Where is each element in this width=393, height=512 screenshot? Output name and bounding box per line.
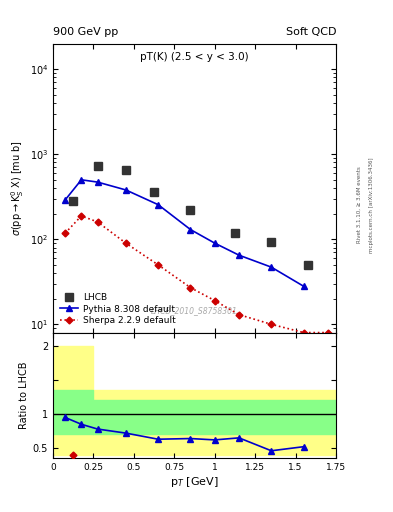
Pythia 8.308 default [79,177,84,183]
LHCB [188,207,193,213]
LHCB [305,262,310,268]
Pythia 8.308 default [123,187,128,193]
Sherpa 2.2.9 default [212,297,217,304]
LHCB [152,189,156,195]
Pythia 8.308 default [269,264,274,270]
Y-axis label: Ratio to LHCB: Ratio to LHCB [18,361,29,429]
Line: LHCB: LHCB [70,162,312,269]
Pythia 8.308 default [237,252,241,258]
Pythia 8.308 default [301,283,306,289]
Sherpa 2.2.9 default [123,240,128,246]
Text: LHCB_2010_S8758301: LHCB_2010_S8758301 [151,306,238,315]
Sherpa 2.2.9 default [269,321,274,327]
Text: pT(K) (2.5 < y < 3.0): pT(K) (2.5 < y < 3.0) [140,52,249,62]
Sherpa 2.2.9 default [237,312,241,318]
Text: Rivet 3.1.10, ≥ 3.6M events: Rivet 3.1.10, ≥ 3.6M events [357,166,362,243]
Line: Pythia 8.308 default: Pythia 8.308 default [62,177,307,289]
Pythia 8.308 default [156,202,160,208]
Sherpa 2.2.9 default [156,262,160,268]
LHCB [95,163,100,169]
Sherpa 2.2.9 default [301,330,306,336]
Sherpa 2.2.9 default [188,285,193,291]
Text: mcplots.cern.ch [arXiv:1306.3436]: mcplots.cern.ch [arXiv:1306.3436] [369,157,374,252]
Line: Sherpa 2.2.9 default: Sherpa 2.2.9 default [63,214,331,335]
Text: 900 GeV pp: 900 GeV pp [53,27,118,37]
Pythia 8.308 default [95,179,100,185]
Sherpa 2.2.9 default [63,230,68,236]
LHCB [71,198,75,204]
Sherpa 2.2.9 default [79,213,84,219]
Pythia 8.308 default [188,226,193,232]
Y-axis label: $\sigma$(pp$\rightarrow$K$^0_S$ X) [mu b]: $\sigma$(pp$\rightarrow$K$^0_S$ X) [mu b… [9,140,26,236]
LHCB [269,239,274,245]
Sherpa 2.2.9 default [95,219,100,225]
X-axis label: p$_T$ [GeV]: p$_T$ [GeV] [170,475,219,489]
Legend: LHCB, Pythia 8.308 default, Sherpa 2.2.9 default: LHCB, Pythia 8.308 default, Sherpa 2.2.9… [57,290,178,328]
Sherpa 2.2.9 default [325,330,330,336]
Pythia 8.308 default [212,240,217,246]
Pythia 8.308 default [63,197,68,203]
Text: Soft QCD: Soft QCD [286,27,336,37]
LHCB [123,167,128,173]
LHCB [233,229,237,236]
